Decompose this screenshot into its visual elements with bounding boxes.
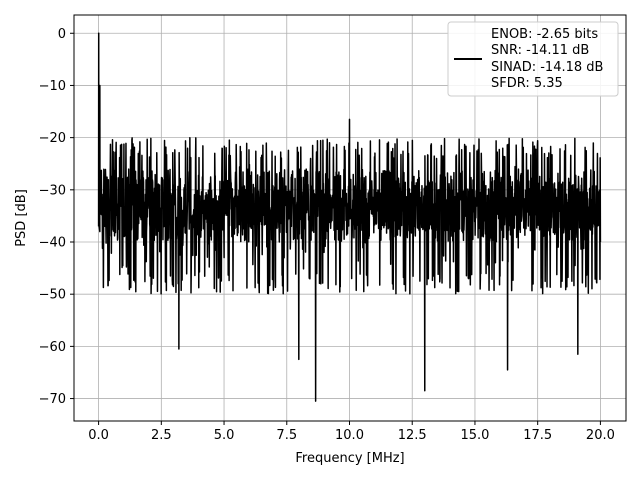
x-tick-label: 20.0 (586, 428, 615, 443)
x-tick-label: 12.5 (398, 428, 427, 443)
y-tick-label: −40 (39, 236, 66, 251)
x-tick-label: 7.5 (276, 428, 297, 443)
y-tick-label: −30 (39, 183, 66, 198)
psd-series-line (97, 32, 602, 402)
y-axis-label: PSD [dB] (14, 189, 29, 247)
y-axis-ticks: 0 −10 −20 −30 −40 −50 −60 −70 (39, 27, 74, 407)
plot-frame (73, 14, 627, 422)
x-tick-label: 0.0 (88, 428, 109, 443)
x-tick-label: 17.5 (523, 428, 552, 443)
legend-entry-enob: ENOB: -2.65 bits (491, 27, 598, 42)
legend-entry-sfdr: SFDR: 5.35 (491, 76, 563, 91)
x-tick-label: 5.0 (214, 428, 235, 443)
y-tick-label: −60 (39, 340, 66, 355)
x-tick-label: 10.0 (335, 428, 364, 443)
y-tick-label: 0 (58, 27, 66, 42)
y-tick-label: −20 (39, 131, 66, 146)
x-tick-label: 2.5 (151, 428, 172, 443)
y-tick-label: −10 (39, 79, 66, 94)
legend-entry-snr: SNR: -14.11 dB (491, 43, 589, 58)
y-tick-label: −50 (39, 288, 66, 303)
legend-box (447, 21, 619, 97)
x-axis-label: Frequency [MHz] (295, 451, 404, 466)
legend: ENOB: -2.65 bits SNR: -14.11 dB SINAD: -… (447, 21, 619, 97)
legend-entry-sinad: SINAD: -14.18 dB (491, 60, 603, 75)
x-tick-label: 15.0 (460, 428, 489, 443)
x-axis-ticks: 0.0 2.5 5.0 7.5 10.0 12.5 15.0 17.5 20.0 (88, 421, 615, 443)
psd-trace (97, 32, 602, 402)
y-tick-label: −70 (39, 392, 66, 407)
